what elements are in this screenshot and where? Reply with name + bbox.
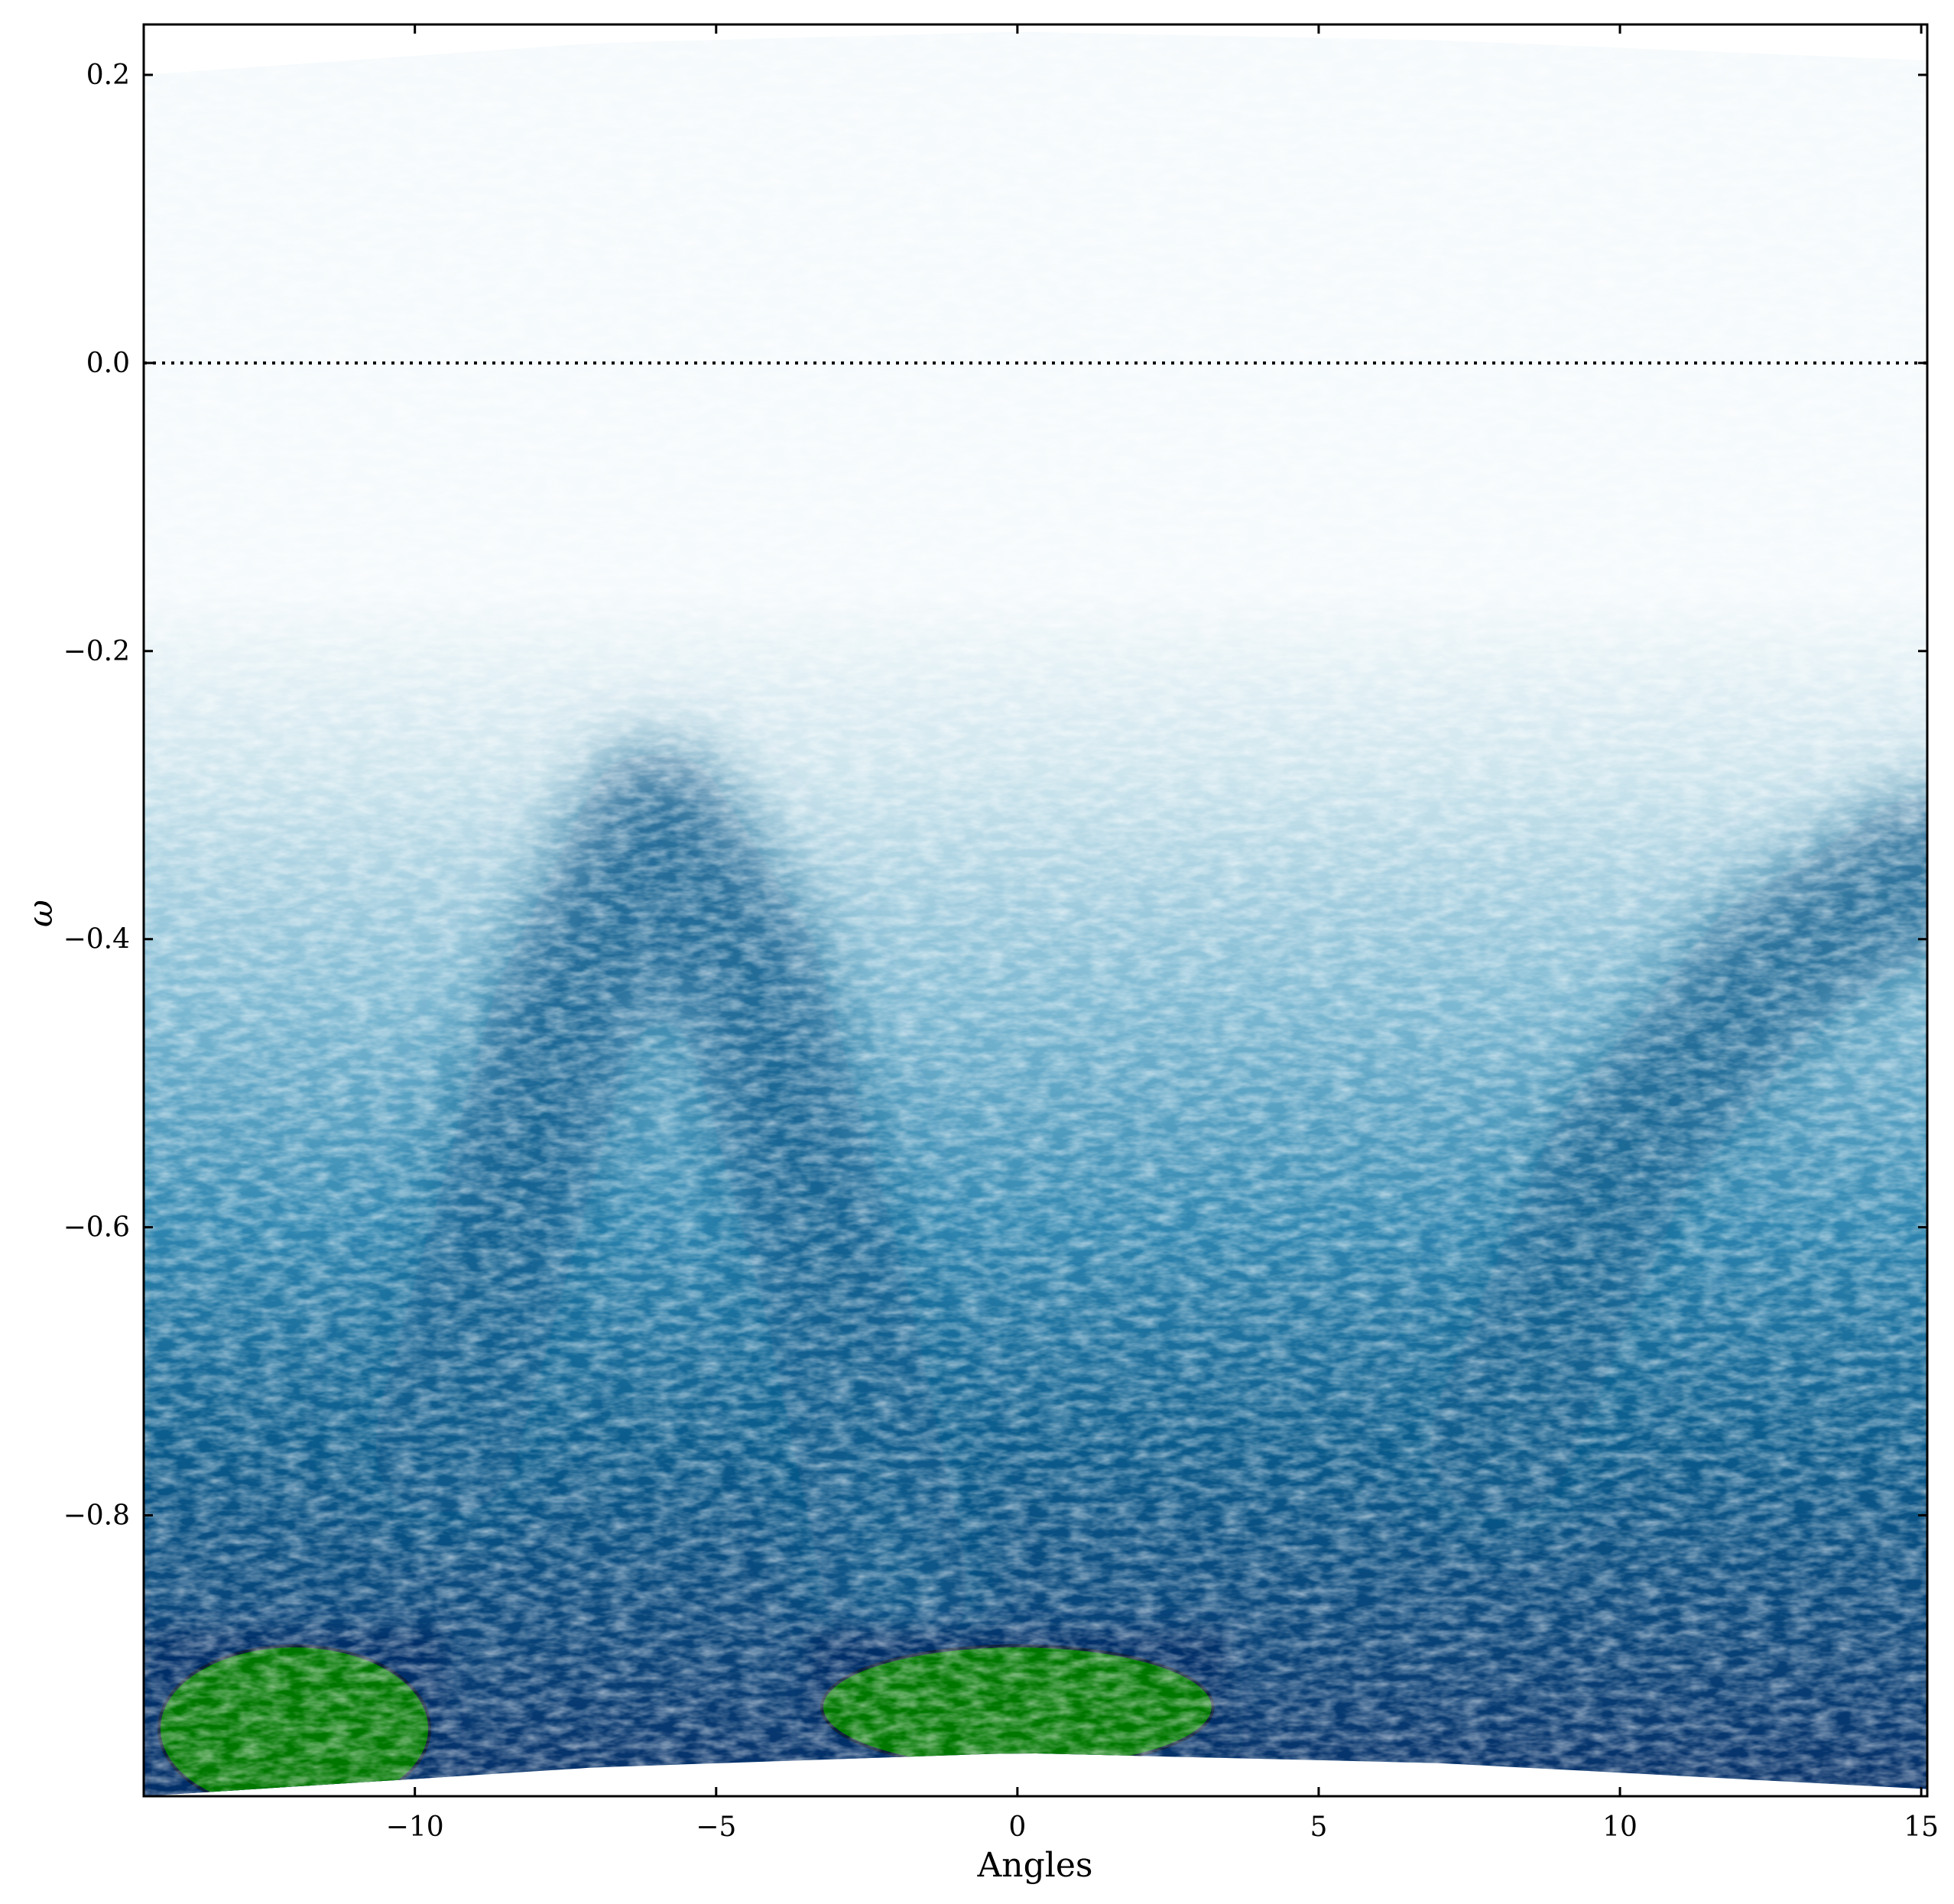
x-tick-label: −10 [386, 1812, 444, 1843]
x-tick-label: 0 [1008, 1812, 1026, 1843]
y-tick-label: −0.6 [63, 1212, 130, 1244]
plot-frame [142, 23, 1929, 1798]
x-tick-label: 15 [1904, 1812, 1939, 1843]
x-tick-label: 5 [1310, 1812, 1327, 1843]
y-tick-label: 0.2 [86, 60, 130, 91]
y-axis-label: ω [21, 900, 60, 927]
x-tick-label: −5 [696, 1812, 736, 1843]
x-tick-label: 10 [1602, 1812, 1638, 1843]
heatmap-area [144, 31, 1927, 1796]
y-tick-label: −0.2 [63, 636, 130, 667]
x-axis: −10 −5 0 5 10 15 [386, 24, 1939, 1843]
y-axis: 0.2 0.0 −0.2 −0.4 −0.6 −0.8 [63, 60, 1927, 1532]
y-tick-label: −0.8 [63, 1500, 130, 1532]
x-axis-label: Angles [977, 1846, 1093, 1885]
noise-texture [144, 31, 1927, 1796]
y-tick-label: 0.0 [86, 348, 130, 379]
y-tick-label: −0.4 [63, 924, 130, 955]
